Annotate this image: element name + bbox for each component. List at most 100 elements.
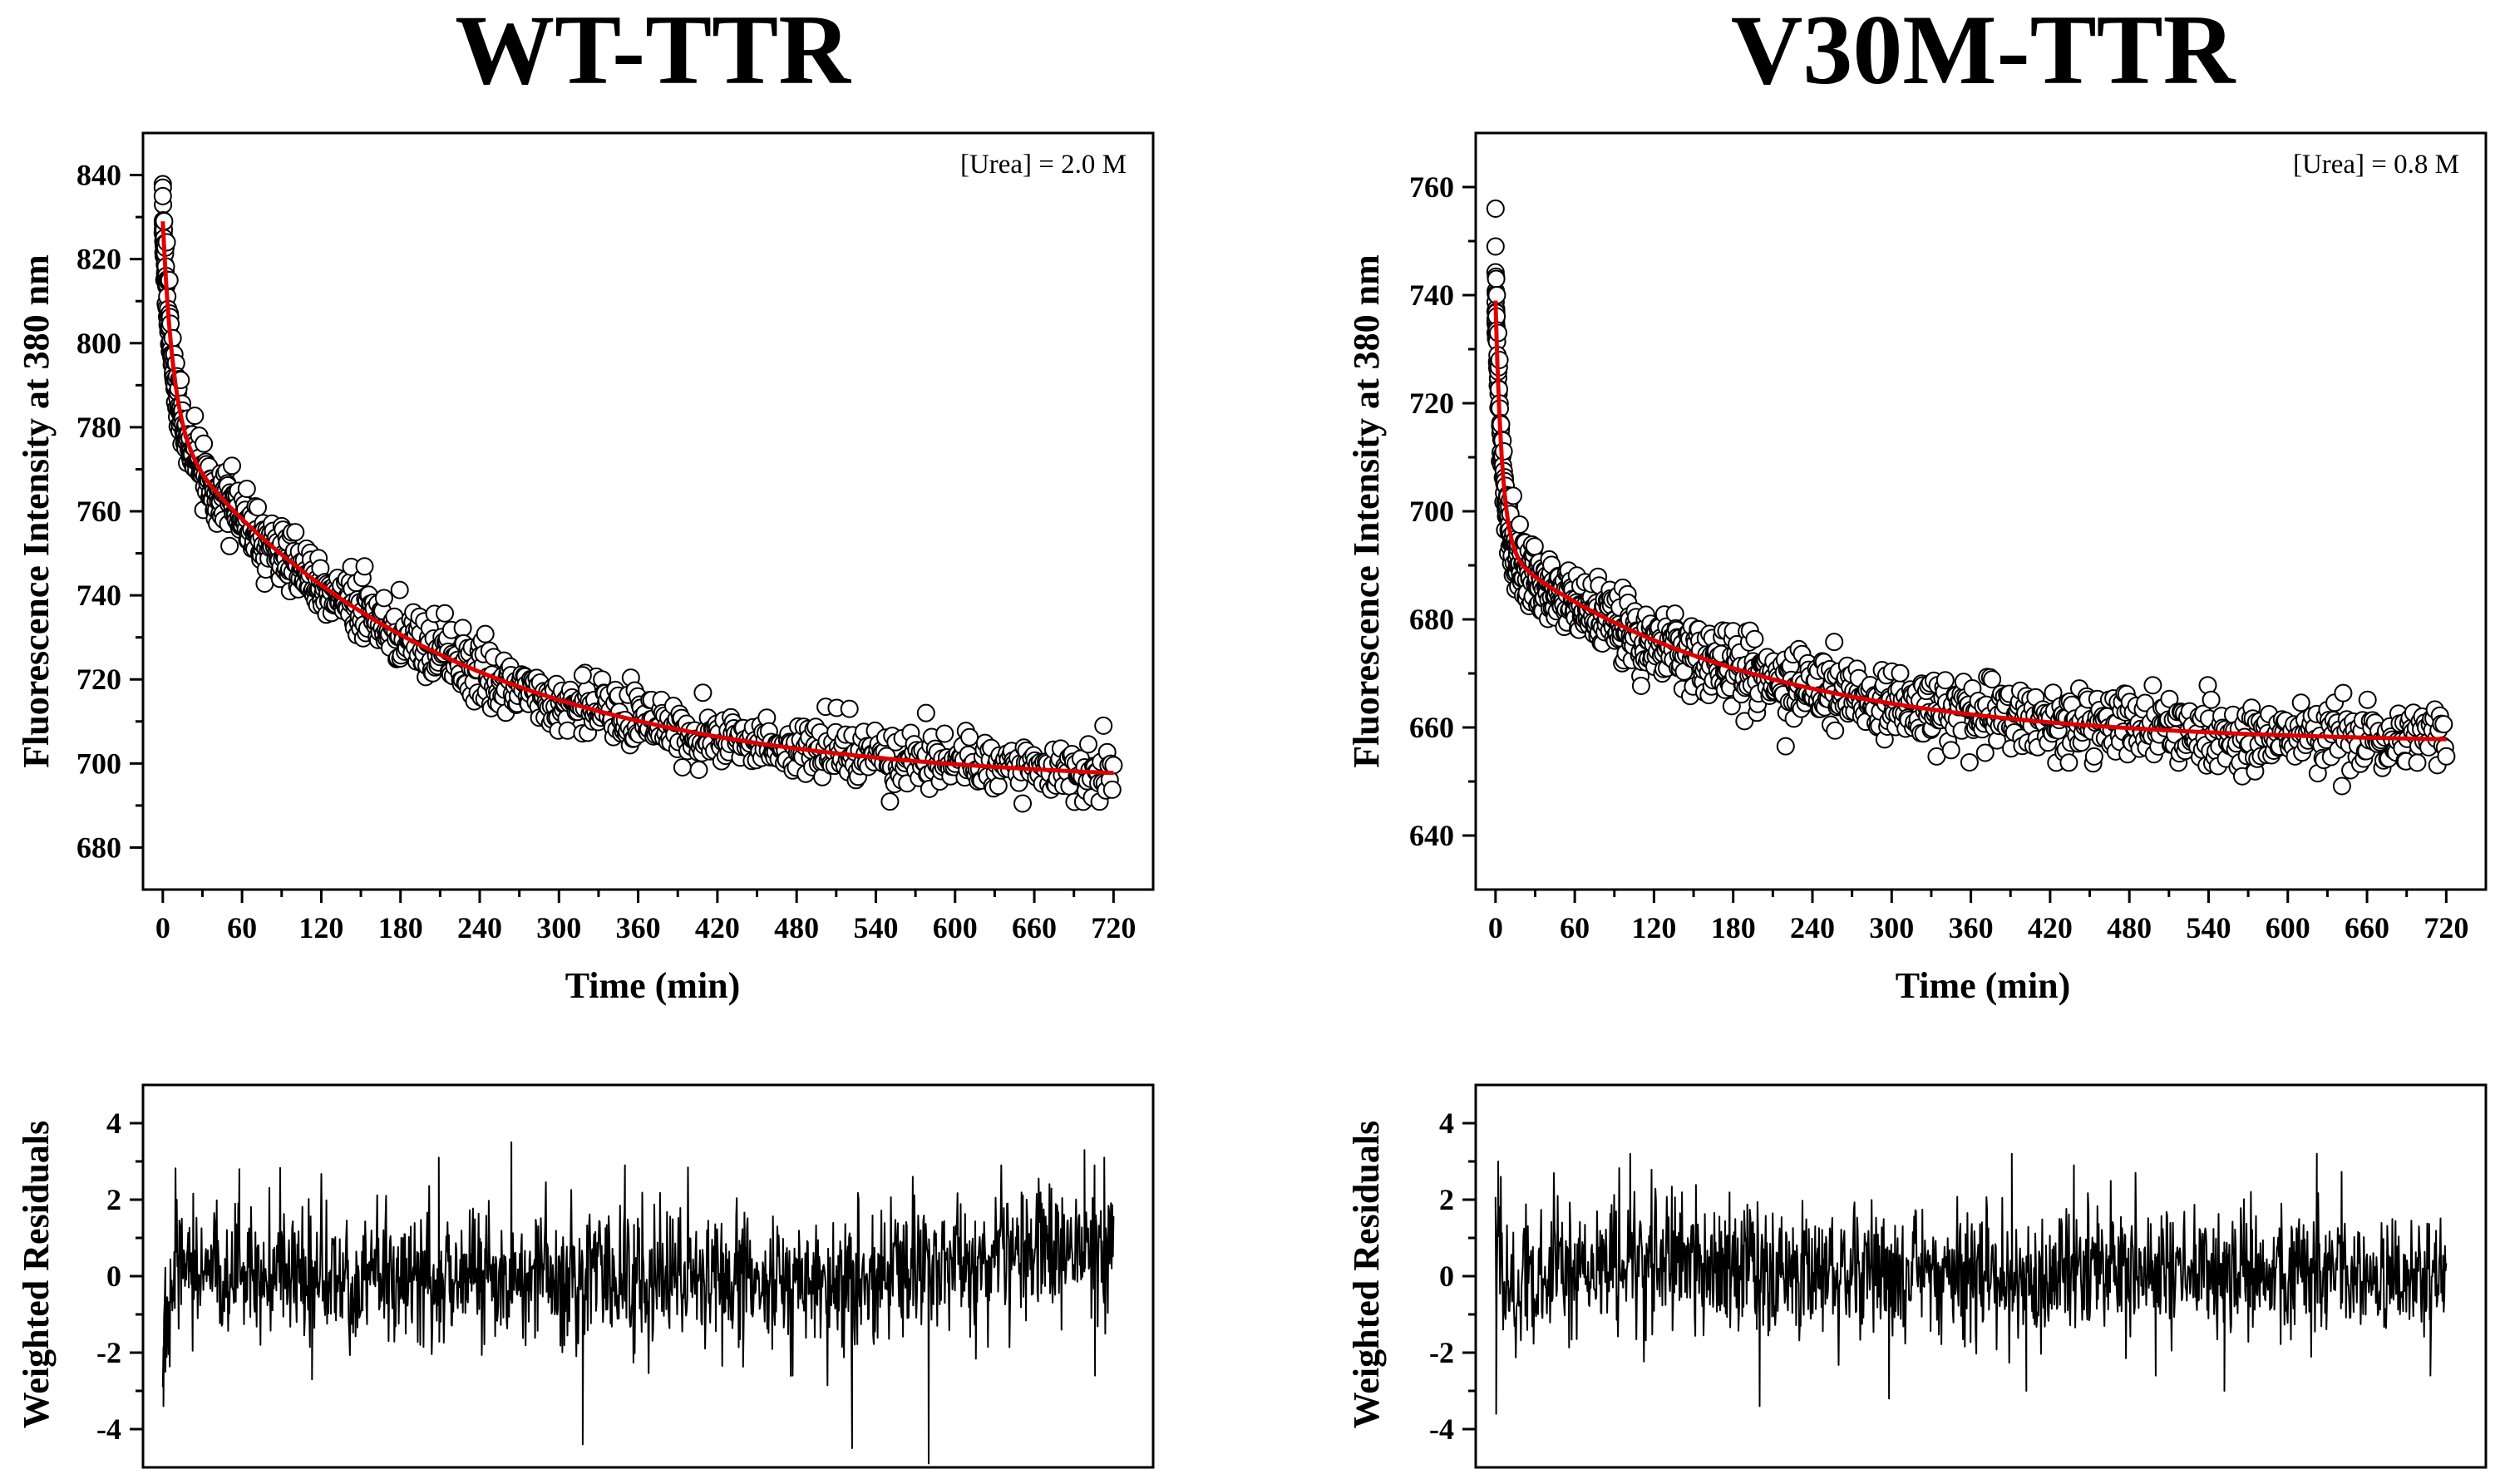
- data-point: [249, 498, 267, 517]
- data-point: [840, 699, 859, 718]
- y-tick-label: 740: [76, 579, 121, 612]
- data-point: [374, 589, 393, 608]
- x-tick-label: 360: [616, 911, 661, 944]
- data-point: [1960, 753, 1979, 772]
- data-point: [2437, 747, 2456, 766]
- data-point: [1776, 737, 1795, 756]
- x-tick-label: 240: [457, 911, 502, 944]
- residual-y-axis-label-wt: Weighted Residuals: [16, 1121, 57, 1428]
- y-tick-label: 840: [76, 159, 121, 192]
- residual-y-axis-label-v30m: Weighted Residuals: [1346, 1121, 1387, 1428]
- residual-y-tick-label: -4: [1429, 1413, 1454, 1446]
- residual-y-tick-label: 2: [106, 1183, 121, 1216]
- data-point: [673, 758, 692, 777]
- data-point: [286, 523, 305, 542]
- data-point: [1487, 269, 1506, 288]
- data-point: [1104, 756, 1123, 775]
- data-point: [1079, 735, 1097, 754]
- residual-y-tick-label: 0: [1439, 1260, 1454, 1293]
- data-point: [1983, 670, 2002, 689]
- y-tick-label: 760: [1409, 170, 1454, 204]
- panel-title-v30m: V30M-TTR: [1731, 0, 2236, 105]
- x-tick-label: 480: [774, 911, 819, 944]
- data-point: [223, 456, 241, 476]
- residual-line: [161, 1141, 1115, 1465]
- data-point: [1826, 721, 1845, 740]
- data-point: [1486, 237, 1505, 256]
- x-tick-label: 120: [1631, 911, 1676, 944]
- data-point: [935, 724, 954, 743]
- y-axis-label-wt: Fluorescence Intensity at 380 nm: [16, 254, 57, 768]
- y-tick-label: 720: [76, 663, 121, 696]
- y-axis-label-v30m: Fluorescence Intensity at 380 nm: [1346, 254, 1387, 768]
- y-tick-label: 660: [1409, 711, 1454, 744]
- annotation-urea-v30m: [Urea] = 0.8 M: [2293, 150, 2459, 180]
- data-point: [436, 604, 454, 623]
- y-tick-label: 640: [1409, 819, 1454, 852]
- y-tick-label: 800: [76, 327, 121, 360]
- main-chart-wt: 0 60 120 180 240 300 360 420 480 540 600 660 720 680 7…: [76, 131, 1155, 944]
- y-tick-label: 760: [76, 495, 121, 528]
- data-point: [880, 792, 900, 811]
- x-tick-label: 540: [2186, 911, 2231, 944]
- x-tick-label: 0: [155, 911, 170, 944]
- x-tick-label: 660: [2345, 911, 2389, 944]
- data-point: [1013, 794, 1032, 813]
- data-point: [989, 777, 1008, 796]
- data-point: [1941, 741, 1960, 760]
- data-point: [558, 721, 577, 740]
- x-axis-label-v30m: Time (min): [1896, 965, 2071, 1006]
- y-tick-label: 680: [76, 831, 121, 864]
- x-tick-label: 240: [1790, 911, 1835, 944]
- x-axis-label-wt: Time (min): [565, 965, 741, 1006]
- x-tick-label: 600: [2266, 911, 2310, 944]
- data-point: [1631, 677, 1650, 695]
- x-tick-label: 180: [1711, 911, 1756, 944]
- data-point: [573, 666, 592, 685]
- data-point: [390, 580, 409, 599]
- data-point: [1094, 716, 1113, 735]
- data-point: [237, 480, 256, 498]
- residual-chart-wt: -4 -2 0 2 4: [96, 1083, 1155, 1469]
- data-points: [1486, 200, 2456, 796]
- residual-y-tick-label: 0: [106, 1260, 121, 1293]
- data-point: [2334, 683, 2353, 703]
- x-tick-label: 600: [933, 911, 978, 944]
- data-point: [1825, 633, 1844, 652]
- residual-y-tick-label: 4: [106, 1107, 121, 1140]
- data-point: [1891, 663, 1910, 683]
- data-point: [693, 683, 713, 703]
- y-tick-label: 780: [76, 411, 121, 444]
- x-tick-label: 60: [227, 911, 257, 944]
- x-tick-label: 180: [378, 911, 423, 944]
- x-tick-label: 0: [1488, 911, 1503, 944]
- data-point: [2059, 753, 2078, 772]
- residual-y-tick-label: -2: [96, 1336, 121, 1369]
- x-tick-label: 660: [1012, 911, 1057, 944]
- x-tick-label: 480: [2107, 911, 2152, 944]
- data-point: [1745, 629, 1764, 648]
- x-tick-label: 420: [695, 911, 740, 944]
- x-tick-label: 720: [1091, 911, 1136, 944]
- residual-y-tick-label: 4: [1439, 1107, 1454, 1140]
- annotation-urea-wt: [Urea] = 2.0 M: [960, 150, 1127, 180]
- data-point: [1486, 200, 1505, 218]
- fit-curve: [160, 220, 1114, 776]
- x-tick-label: 540: [853, 911, 898, 944]
- x-tick-label: 720: [2424, 911, 2468, 944]
- y-tick-label: 820: [76, 243, 121, 276]
- data-point: [689, 761, 708, 779]
- data-point: [2358, 690, 2377, 709]
- data-points: [153, 175, 1123, 813]
- x-tick-label: 60: [1560, 911, 1590, 944]
- data-point: [476, 624, 495, 643]
- y-tick-label: 680: [1409, 603, 1454, 636]
- x-tick-label: 120: [298, 911, 343, 944]
- data-point: [185, 407, 205, 426]
- data-point: [1511, 515, 1529, 534]
- x-tick-label: 300: [536, 911, 581, 944]
- data-point: [2408, 753, 2427, 772]
- data-point: [916, 703, 935, 722]
- data-point: [2143, 676, 2162, 695]
- main-chart-v30m: 0 60 120 180 240 300 360 420 480 540 600 660 720 640 6…: [1409, 131, 2488, 944]
